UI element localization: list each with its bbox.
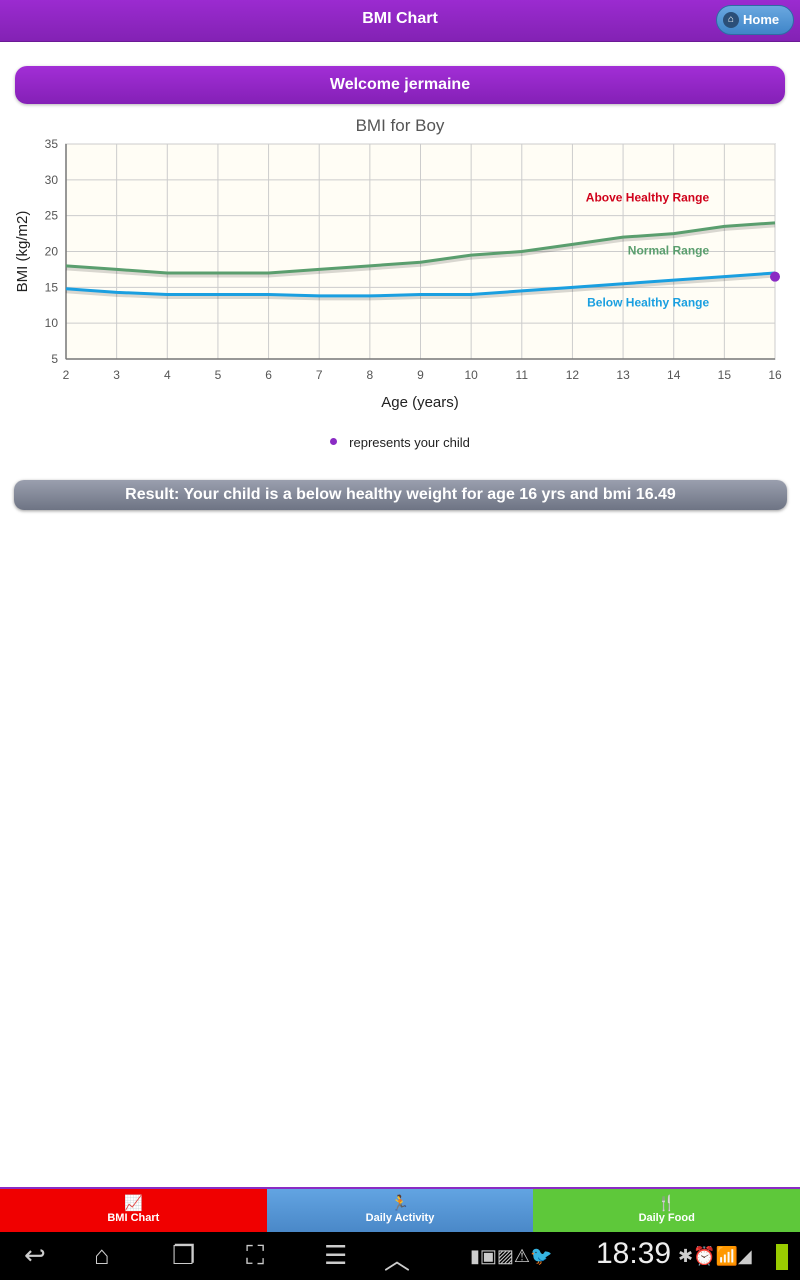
header-bar: BMI Chart ⌂ Home <box>0 0 800 42</box>
x-tick-label: 14 <box>667 368 681 382</box>
system-bar: ↩ ⌂ ❐ ⛶ ☰ ︿ ▮▣▨⚠🐦 18:39 ✱⏰📶◢ <box>0 1232 800 1280</box>
menu-icon[interactable]: ☰ <box>324 1240 348 1270</box>
x-tick-label: 7 <box>316 368 323 382</box>
bmi-chart: 2 3 4 5 6 7 8 9 10 11 12 13 14 15 16 5 10 15 20 25 30 35 Above… <box>14 116 782 411</box>
y-tick-label: 20 <box>45 245 59 259</box>
tab-label: Daily Activity <box>365 1212 435 1224</box>
tab-label: BMI Chart <box>107 1212 160 1224</box>
x-tick-label: 2 <box>63 368 70 382</box>
page-title: BMI Chart <box>362 10 438 27</box>
x-tick-label: 8 <box>367 368 374 382</box>
range-annotation: Above Healthy Range <box>586 190 710 204</box>
child-data-point <box>770 271 780 282</box>
y-tick-label: 15 <box>45 280 59 294</box>
fork-knife-icon: 🍴 <box>657 1195 677 1212</box>
result-banner: Result: Your child is a below healthy we… <box>14 480 787 510</box>
screenshot-icon[interactable]: ⛶ <box>246 1240 265 1270</box>
x-tick-label: 12 <box>566 368 580 382</box>
x-tick-label: 13 <box>616 368 630 382</box>
x-tick-label: 5 <box>215 368 222 382</box>
series-line-1 <box>65 271 776 298</box>
y-axis-label: BMI (kg/m2) <box>14 211 31 293</box>
x-tick-label: 4 <box>164 368 171 382</box>
tab-daily-food[interactable]: 🍴 Daily Food <box>533 1189 800 1232</box>
x-tick-label: 3 <box>113 368 120 382</box>
x-tick-label: 15 <box>718 368 732 382</box>
tab-label: Daily Food <box>638 1212 695 1224</box>
bottom-tab-bar: 📈 BMI Chart 🏃 Daily Activity 🍴 Daily Food <box>0 1187 800 1232</box>
y-tick-label: 5 <box>51 352 58 366</box>
child-marker-icon <box>330 438 338 446</box>
x-tick-label: 6 <box>265 368 272 382</box>
x-tick-label: 10 <box>464 368 478 382</box>
x-tick-label: 9 <box>417 368 424 382</box>
back-icon[interactable]: ↩ <box>24 1240 46 1270</box>
series-line-0 <box>65 221 776 275</box>
clock: 18:39 <box>596 1237 672 1270</box>
running-icon: 🏃 <box>390 1195 410 1212</box>
y-tick-label: 10 <box>45 316 59 330</box>
home-nav-icon[interactable]: ⌂ <box>94 1240 110 1270</box>
series-shadow <box>65 272 776 301</box>
x-axis-label: Age (years) <box>381 394 459 411</box>
y-tick-label: 30 <box>45 173 59 187</box>
range-annotation: Below Healthy Range <box>587 296 709 310</box>
legend-text: represents your child <box>349 435 470 450</box>
battery-icon <box>776 1244 788 1270</box>
x-tick-label: 11 <box>516 368 529 382</box>
home-button[interactable]: ⌂ Home <box>716 5 794 35</box>
tab-bmi-chart[interactable]: 📈 BMI Chart <box>0 1189 267 1232</box>
y-tick-label: 25 <box>45 209 59 223</box>
chart-title: BMI for Boy <box>356 116 445 135</box>
chart-legend: represents your child <box>0 435 800 450</box>
home-label: Home <box>743 12 780 27</box>
range-annotation: Normal Range <box>628 243 710 257</box>
status-icons: ✱⏰📶◢ <box>678 1246 752 1266</box>
welcome-banner: Welcome jermaine <box>15 66 785 104</box>
recent-apps-icon[interactable]: ❐ <box>172 1240 196 1270</box>
series-shadow <box>65 222 776 278</box>
notification-icons: ▮▣▨⚠🐦 <box>470 1246 553 1266</box>
x-tick-label: 16 <box>768 368 782 382</box>
chevron-up-icon[interactable]: ︿ <box>384 1245 411 1275</box>
tab-daily-activity[interactable]: 🏃 Daily Activity <box>266 1189 534 1232</box>
y-tick-label: 35 <box>45 137 59 151</box>
home-icon: ⌂ <box>723 12 739 28</box>
chart-icon: 📈 <box>123 1195 143 1212</box>
